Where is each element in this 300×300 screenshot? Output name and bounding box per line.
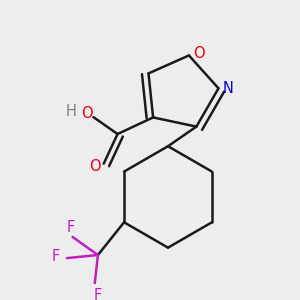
Text: F: F (67, 220, 75, 235)
Text: F: F (52, 249, 60, 264)
Text: F: F (94, 288, 102, 300)
Text: O: O (81, 106, 93, 122)
Text: H: H (66, 104, 76, 119)
Text: N: N (222, 81, 233, 96)
Text: O: O (193, 46, 205, 61)
Text: O: O (89, 159, 100, 174)
